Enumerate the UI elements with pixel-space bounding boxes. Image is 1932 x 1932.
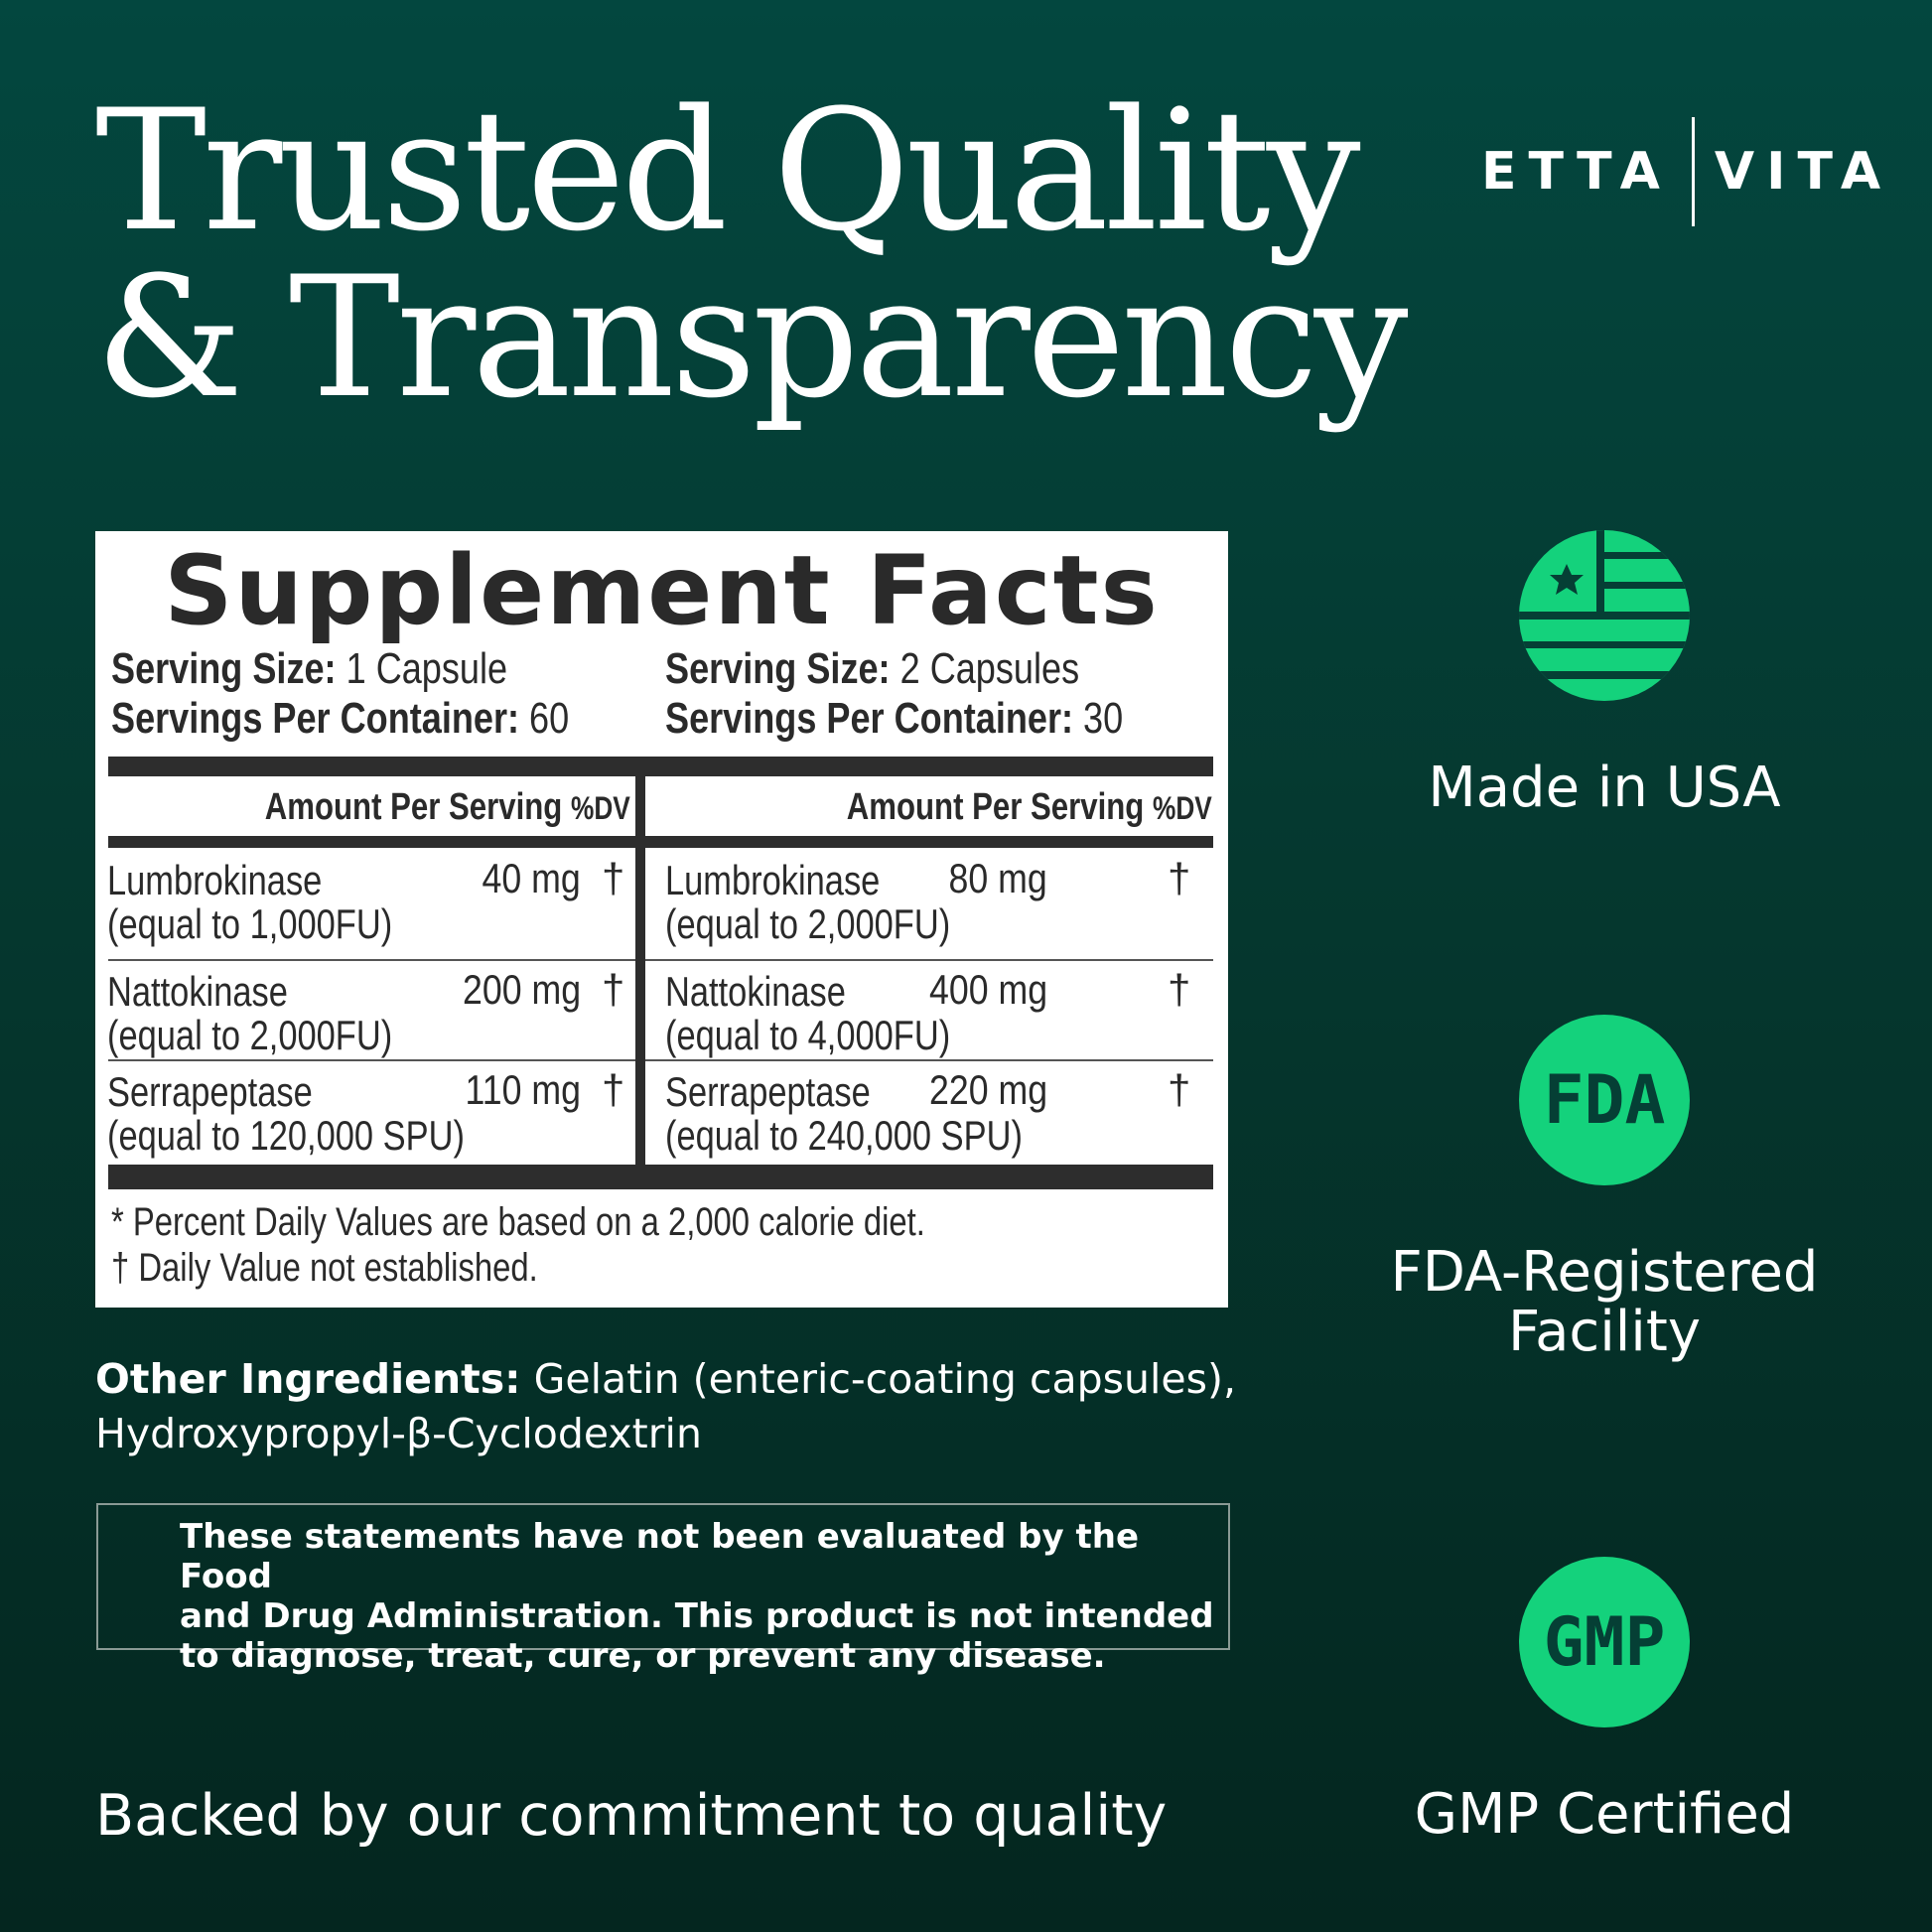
gmp-icon: GMP <box>1519 1557 1690 1727</box>
daily-value: † <box>602 966 625 1013</box>
left-header: Amount Per Serving %DV <box>265 786 630 828</box>
daily-value: † <box>1168 966 1191 1013</box>
headline-line2: & Transparency <box>95 240 1409 435</box>
ingredient-name: Lumbrokinase <box>107 857 323 903</box>
left-serving: Serving Size: 1 Capsule Servings Per Con… <box>111 644 570 743</box>
divider <box>108 757 1213 776</box>
supplement-facts-panel: Supplement Facts Serving Size: 1 Capsule… <box>95 531 1228 1308</box>
right-serving: Serving Size: 2 Capsules Servings Per Co… <box>665 644 1124 743</box>
ingredient-equivalent: (equal to 240,000 SPU) <box>665 1112 1023 1159</box>
brand-left: ETTA <box>1481 142 1672 202</box>
daily-value: † <box>1168 855 1191 901</box>
right-header: Amount Per Serving %DV <box>847 786 1212 828</box>
ingredient-amount: 400 mg <box>928 966 1047 1013</box>
usa-flag-icon <box>1519 530 1690 701</box>
row-divider <box>645 959 1213 961</box>
badge-fda-registered: FDA-Registered Facility <box>1390 1240 1819 1364</box>
divider <box>108 836 635 848</box>
daily-value: † <box>1168 1066 1191 1113</box>
footnote-dagger: † Daily Value not established. <box>111 1246 538 1290</box>
column-divider <box>635 776 645 1189</box>
ingredient-name: Serrapeptase <box>107 1068 313 1115</box>
fda-icon: FDA <box>1519 1015 1690 1185</box>
facts-title: Supplement Facts <box>164 535 1160 646</box>
divider <box>108 1165 1213 1189</box>
ingredient-amount: 80 mg <box>948 855 1047 901</box>
tagline: Backed by our commitment to quality <box>95 1783 1168 1849</box>
ingredient-amount: 40 mg <box>482 855 581 901</box>
ingredient-name: Nattokinase <box>107 968 288 1015</box>
footnote-dv: * Percent Daily Values are based on a 2,… <box>111 1200 925 1244</box>
disclaimer-line: These statements have not been evaluated… <box>180 1517 1140 1596</box>
badge-made-in-usa: Made in USA <box>1428 756 1781 820</box>
daily-value: † <box>602 1066 625 1113</box>
ingredient-name: Lumbrokinase <box>665 857 881 903</box>
ingredient-equivalent: (equal to 4,000FU) <box>665 1012 951 1058</box>
row-divider <box>108 1059 635 1061</box>
ingredient-equivalent: (equal to 2,000FU) <box>107 1012 393 1058</box>
other-ingredients: Other Ingredients: Gelatin (enteric-coat… <box>95 1355 1236 1457</box>
ingredient-equivalent: (equal to 2,000FU) <box>665 900 951 947</box>
headline-line1: Trusted Quality <box>95 73 1361 268</box>
daily-value: † <box>602 855 625 901</box>
divider <box>645 836 1213 848</box>
ingredient-name: Nattokinase <box>665 968 846 1015</box>
logo-divider <box>1691 117 1695 226</box>
row-divider <box>108 959 635 961</box>
fda-disclaimer: These statements have not been evaluated… <box>96 1503 1230 1676</box>
ingredient-amount: 220 mg <box>928 1066 1047 1113</box>
ingredient-equivalent: (equal to 1,000FU) <box>107 900 393 947</box>
disclaimer-line: and Drug Administration. This product is… <box>180 1596 1214 1636</box>
row-divider <box>645 1059 1213 1061</box>
ingredient-name: Serrapeptase <box>665 1068 871 1115</box>
disclaimer-line: to diagnose, treat, cure, or prevent any… <box>180 1636 1106 1676</box>
badge-gmp-certified: GMP Certified <box>1414 1782 1795 1847</box>
ingredient-amount: 200 mg <box>462 966 581 1013</box>
ingredient-equivalent: (equal to 120,000 SPU) <box>107 1112 465 1159</box>
brand-logo: ETTA VITA <box>1481 117 1892 226</box>
brand-right: VITA <box>1714 142 1893 202</box>
ingredient-amount: 110 mg <box>465 1066 581 1113</box>
